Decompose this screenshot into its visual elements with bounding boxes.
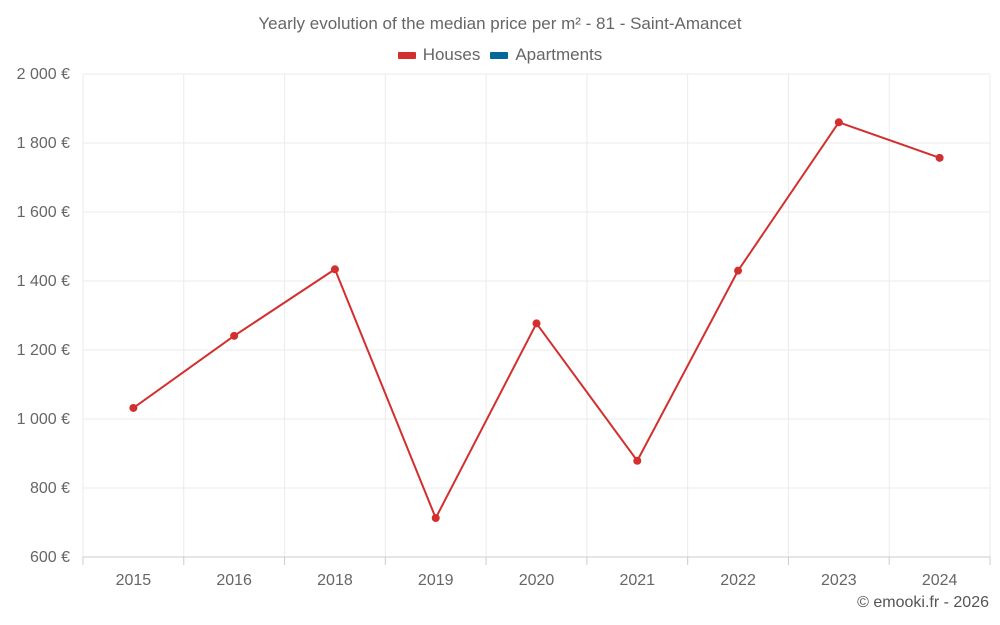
legend-swatch-houses [397, 51, 416, 59]
x-tick-label: 2023 [821, 572, 857, 589]
data-point-houses[interactable] [734, 266, 743, 275]
axes: 600 € 800 € 1 000 € 1 200 € 1 400 € 1 600 € 1 … [17, 66, 991, 589]
data-point-houses[interactable] [230, 331, 239, 340]
credit-text: © emooki.fr - 2026 [857, 594, 989, 611]
x-tick-label: 2021 [619, 572, 655, 589]
series [129, 118, 944, 523]
legend-item-apartments[interactable]: Apartments [490, 45, 602, 65]
y-tick-label: 600 € [30, 549, 70, 566]
legend-swatch-apartments [490, 51, 509, 59]
legend-label-apartments: Apartments [515, 45, 603, 64]
data-point-houses[interactable] [431, 514, 440, 523]
data-point-houses[interactable] [633, 456, 642, 465]
y-tick-label: 1 600 € [17, 204, 70, 221]
x-tick-label: 2015 [116, 572, 152, 589]
y-tick-label: 2 000 € [17, 66, 70, 83]
legend: Houses Apartments [0, 45, 1000, 65]
x-tick-label: 2019 [418, 572, 454, 589]
data-point-houses[interactable] [935, 153, 944, 162]
data-point-houses[interactable] [330, 265, 339, 274]
x-tick-label: 2022 [720, 572, 756, 589]
data-point-houses[interactable] [129, 403, 138, 412]
x-tick-label: 2020 [519, 572, 555, 589]
x-tick-label: 2018 [317, 572, 353, 589]
x-tick-label: 2016 [216, 572, 252, 589]
y-tick-label: 1 400 € [17, 273, 70, 290]
legend-label-houses: Houses [422, 45, 481, 64]
y-tick-label: 1 200 € [17, 342, 70, 359]
y-tick-label: 800 € [30, 480, 70, 497]
chart-title: Yearly evolution of the median price per… [258, 14, 742, 33]
grid [82, 73, 991, 557]
data-point-houses[interactable] [532, 319, 541, 328]
y-tick-label: 1 000 € [17, 411, 70, 428]
x-tick-label: 2024 [922, 572, 958, 589]
data-point-houses[interactable] [834, 118, 843, 127]
y-tick-label: 1 800 € [17, 135, 70, 152]
legend-item-houses[interactable]: Houses [397, 45, 481, 65]
